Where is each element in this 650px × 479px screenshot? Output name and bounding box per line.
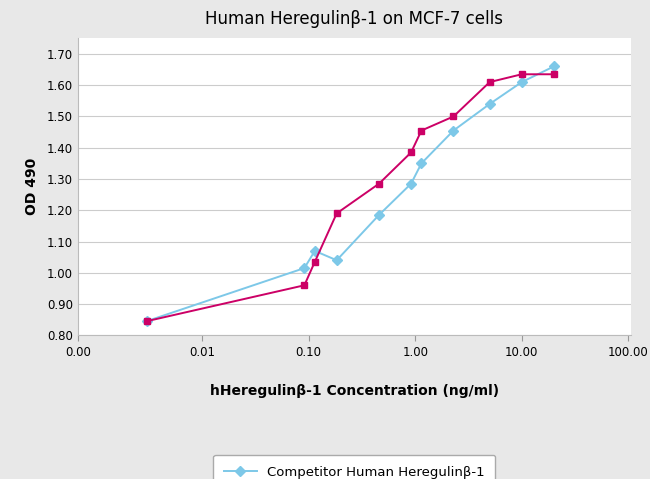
PeproTech Human Heregulinβ-1 (450, 114, 458, 119)
Competitor Human Heregulinβ-1 (450, 128, 458, 134)
PeproTech Human Heregulinβ-1 (375, 181, 383, 186)
Competitor Human Heregulinβ-1 (518, 79, 526, 85)
PeproTech Human Heregulinβ-1 (518, 71, 526, 77)
Competitor Human Heregulinβ-1 (311, 248, 318, 254)
PeproTech Human Heregulinβ-1 (311, 259, 318, 265)
Line: Competitor Human Heregulinβ-1: Competitor Human Heregulinβ-1 (143, 63, 557, 325)
Competitor Human Heregulinβ-1 (417, 160, 425, 166)
Competitor Human Heregulinβ-1 (407, 181, 415, 186)
Line: PeproTech Human Heregulinβ-1: PeproTech Human Heregulinβ-1 (143, 71, 557, 325)
PeproTech Human Heregulinβ-1 (407, 149, 415, 155)
Competitor Human Heregulinβ-1 (300, 265, 308, 271)
Competitor Human Heregulinβ-1 (486, 101, 493, 107)
PeproTech Human Heregulinβ-1 (142, 319, 150, 324)
Y-axis label: OD 490: OD 490 (25, 158, 39, 216)
Competitor Human Heregulinβ-1 (333, 257, 341, 263)
Competitor Human Heregulinβ-1 (550, 64, 558, 69)
PeproTech Human Heregulinβ-1 (417, 128, 425, 134)
Competitor Human Heregulinβ-1 (375, 212, 383, 218)
PeproTech Human Heregulinβ-1 (300, 283, 308, 288)
X-axis label: hHeregulinβ-1 Concentration (ng/ml): hHeregulinβ-1 Concentration (ng/ml) (210, 384, 499, 398)
PeproTech Human Heregulinβ-1 (333, 210, 341, 216)
PeproTech Human Heregulinβ-1 (486, 79, 493, 85)
Competitor Human Heregulinβ-1 (142, 319, 150, 324)
Legend: Competitor Human Heregulinβ-1, PeproTech Human Heregulinβ-1: Competitor Human Heregulinβ-1, PeproTech… (213, 455, 495, 479)
Title: Human Heregulinβ-1 on MCF-7 cells: Human Heregulinβ-1 on MCF-7 cells (205, 11, 503, 28)
PeproTech Human Heregulinβ-1 (550, 71, 558, 77)
